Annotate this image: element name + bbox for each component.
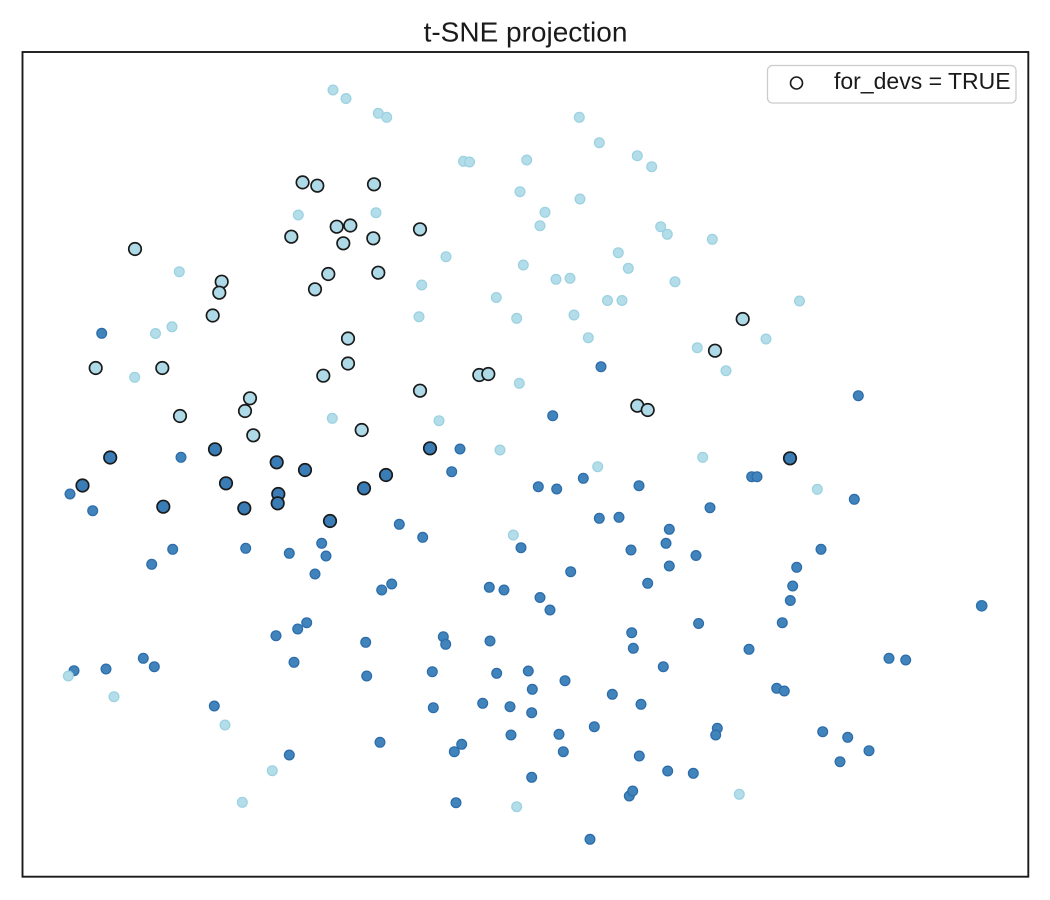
svg-text:for_devs = TRUE: for_devs = TRUE bbox=[834, 68, 1011, 94]
svg-text:t-SNE projection: t-SNE projection bbox=[424, 16, 628, 47]
